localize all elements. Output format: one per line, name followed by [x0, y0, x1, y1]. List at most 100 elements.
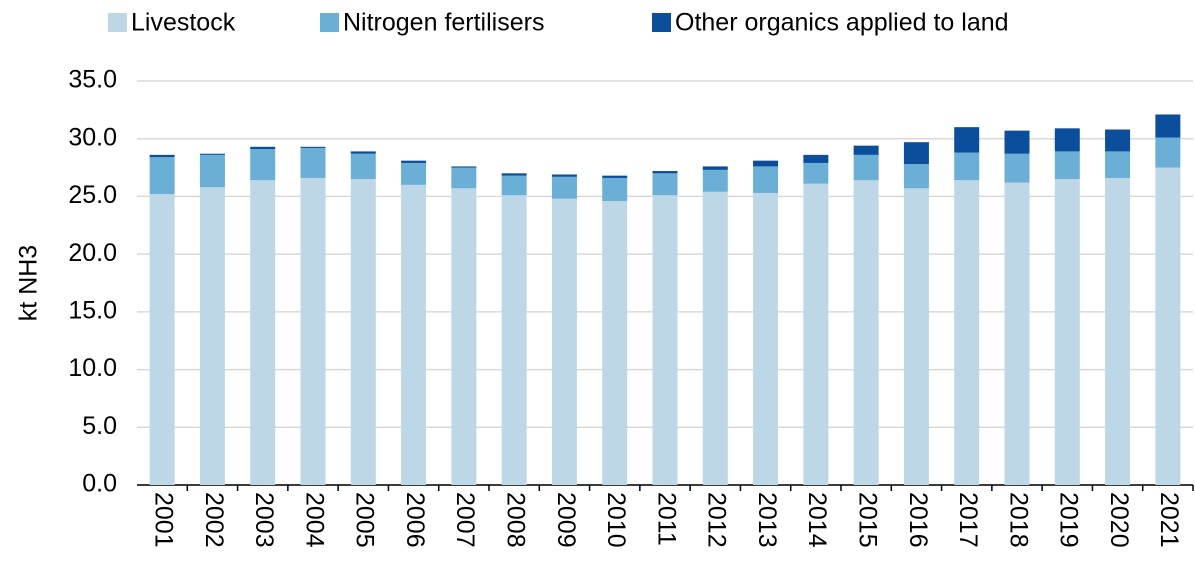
legend-label: Other organics applied to land [675, 9, 1009, 37]
x-tick-label: 2011 [652, 492, 680, 546]
y-tick-label: 15.0 [68, 296, 117, 324]
bar-segment [903, 164, 929, 189]
x-tick-label: 2005 [351, 492, 379, 548]
x-tick-label: 2021 [1155, 492, 1183, 548]
bar-segment [300, 177, 326, 485]
bar-segment [702, 191, 728, 485]
bar-segment [551, 198, 577, 486]
y-axis-label: kt NH3 [15, 245, 43, 321]
bar-segment [451, 188, 477, 485]
bar-segment [1004, 130, 1030, 154]
x-tick-label: 2016 [904, 492, 932, 548]
bar-segment [602, 177, 628, 202]
bar-segment [1054, 128, 1080, 152]
bar-segment [451, 166, 477, 168]
bar-segment [753, 160, 779, 167]
bar-segment [652, 171, 678, 174]
bar-segment [853, 145, 879, 155]
legend-swatch [320, 13, 339, 32]
x-tick-label: 2004 [300, 492, 328, 548]
bar-segment [853, 154, 879, 181]
x-tick-label: 2013 [753, 492, 781, 548]
bar-segment [149, 194, 175, 485]
x-tick-label: 2003 [250, 492, 278, 548]
bar-segment [250, 146, 276, 150]
x-tick-label: 2020 [1105, 492, 1133, 548]
x-tick-label: 2007 [451, 492, 479, 548]
bar-segment [803, 162, 829, 184]
bar-segment [501, 175, 527, 196]
bar-segment [702, 169, 728, 192]
bar-segment [1105, 177, 1131, 485]
bar-segment [853, 180, 879, 486]
bar-segment [1004, 182, 1030, 485]
bar-segment [250, 149, 276, 181]
bar-segment [803, 183, 829, 485]
x-tick-label: 2001 [150, 492, 178, 548]
x-tick-label: 2018 [1004, 492, 1032, 548]
x-tick-label: 2002 [200, 492, 228, 548]
bar-segment [803, 154, 829, 163]
bar-segment [1105, 151, 1131, 178]
bar-segment [401, 162, 427, 185]
bar-segment [300, 147, 326, 178]
legend-label: Nitrogen fertilisers [343, 9, 544, 37]
x-tick-label: 2008 [502, 492, 530, 548]
bar-segment [602, 201, 628, 485]
bar-segment [652, 195, 678, 485]
bar-segment [501, 195, 527, 485]
bar-segment [551, 174, 577, 177]
x-tick-label: 2010 [602, 492, 630, 548]
bar-segment [903, 142, 929, 165]
bar-segment [954, 127, 980, 153]
bar-segment [401, 184, 427, 485]
bar-segment [551, 176, 577, 199]
x-tick-label: 2006 [401, 492, 429, 548]
x-tick-label: 2012 [703, 492, 731, 548]
bar-segment [753, 192, 779, 486]
x-tick-label: 2017 [954, 492, 982, 548]
bar-segment [753, 166, 779, 193]
bar-segment [1054, 151, 1080, 180]
x-tick-label: 2015 [854, 492, 882, 548]
bar-segment [652, 173, 678, 196]
bar-segment [350, 153, 376, 180]
y-tick-label: 25.0 [68, 181, 117, 209]
bar-segment [1155, 114, 1181, 138]
bar-segment [250, 180, 276, 486]
bar-segment [1155, 137, 1181, 168]
legend-label: Livestock [131, 9, 236, 37]
legend-swatch [652, 13, 671, 32]
bar-segment [300, 146, 326, 148]
y-tick-label: 0.0 [82, 470, 117, 498]
bar-segment [903, 188, 929, 485]
bar-segment [954, 152, 980, 181]
bar-segment [401, 160, 427, 163]
y-tick-label: 35.0 [68, 66, 117, 94]
bar-segment [1054, 179, 1080, 485]
bar-segment [350, 151, 376, 154]
bar-segment [1155, 167, 1181, 486]
bar-segment [199, 187, 225, 486]
bar-segment [602, 175, 628, 178]
bar-segment [199, 153, 225, 155]
x-tick-label: 2019 [1055, 492, 1083, 548]
bar-segment [1004, 153, 1030, 183]
bar-segment [501, 173, 527, 176]
bar-segment [350, 179, 376, 485]
y-tick-label: 5.0 [82, 412, 117, 440]
bar-segment [199, 154, 225, 188]
y-tick-label: 30.0 [68, 123, 117, 151]
legend-swatch [108, 13, 127, 32]
bar-segment [149, 157, 175, 195]
x-tick-label: 2009 [552, 492, 580, 548]
bar-segment [149, 154, 175, 158]
bar-segment [954, 180, 980, 486]
x-tick-label: 2014 [803, 492, 831, 548]
bar-segment [1105, 129, 1131, 152]
bar-segment [702, 166, 728, 170]
y-tick-label: 20.0 [68, 239, 117, 267]
bar-segment [451, 167, 477, 189]
y-tick-label: 10.0 [68, 354, 117, 382]
